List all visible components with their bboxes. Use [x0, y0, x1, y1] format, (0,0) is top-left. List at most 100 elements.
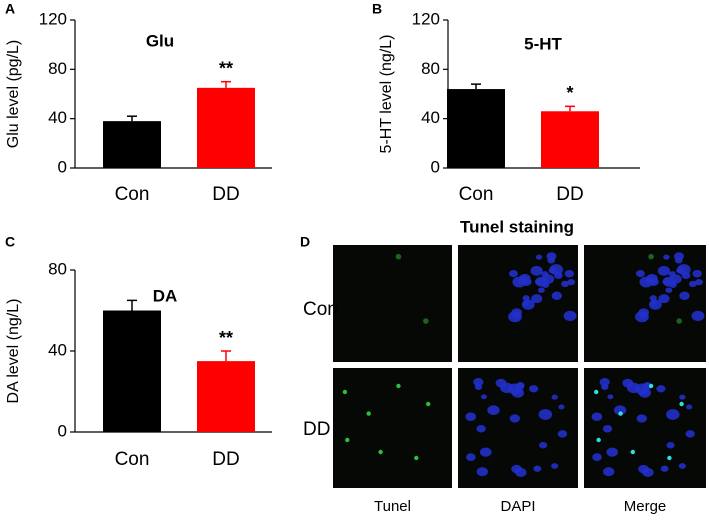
chart: C DA DA level (ng/L) 0 40 80 Con DD ** [5, 234, 272, 470]
bar [541, 111, 599, 168]
nucleus [606, 447, 619, 457]
nucleus [487, 405, 500, 416]
y-tick-label: 0 [58, 421, 67, 440]
nucleus [658, 294, 670, 304]
nucleus [530, 265, 543, 276]
nucleus [666, 441, 675, 449]
y-tick-label: 120 [412, 9, 440, 28]
bar [197, 87, 255, 168]
nucleus [480, 394, 487, 400]
chart: A Glu Glu level (pg/L) 0 40 80 120 Con DD ** [5, 1, 272, 205]
nucleus [601, 383, 609, 390]
nucleus [466, 453, 476, 461]
nucleus [479, 447, 492, 457]
nucleus [476, 467, 488, 477]
nucleus [547, 257, 556, 264]
nucleus [635, 270, 645, 278]
bar [447, 89, 505, 168]
nucleus [549, 264, 564, 276]
nucleus [642, 382, 652, 391]
nucleus [531, 294, 543, 304]
micrograph [584, 245, 706, 362]
tunel-dot [414, 455, 419, 461]
nucleus [564, 269, 575, 278]
tunel-dot [630, 449, 635, 455]
y-tick-label: 40 [421, 108, 440, 127]
x-tick-label: DD [212, 449, 239, 470]
nucleus [474, 383, 483, 390]
nucleus [511, 387, 525, 398]
nucleus [678, 463, 686, 469]
y-tick-label: 40 [48, 340, 67, 359]
nucleus [529, 385, 539, 393]
x-tick-label: DD [212, 184, 239, 205]
nucleus [607, 394, 614, 400]
micrograph [458, 245, 578, 362]
nucleus [602, 425, 613, 433]
tunel-dot [426, 401, 431, 407]
tunel-dot [618, 411, 623, 416]
nucleus [538, 409, 553, 420]
panel-letter: B [372, 1, 382, 17]
tunel-dot [596, 437, 601, 443]
tunel-dot [342, 389, 348, 395]
y-tick-label: 120 [39, 9, 67, 28]
nucleus [657, 265, 671, 276]
tunel-dot [345, 437, 350, 443]
nucleus [558, 404, 565, 410]
panel-letter: D [300, 234, 310, 250]
nucleus [613, 405, 627, 416]
tunel-dot [676, 318, 682, 324]
nucleus [691, 310, 705, 322]
nucleus [534, 278, 544, 285]
nucleus [646, 273, 658, 284]
nucleus [473, 378, 484, 387]
nucleus [509, 414, 520, 423]
nucleus [535, 254, 543, 260]
y-tick-label: 0 [58, 157, 67, 176]
nucleus [557, 430, 568, 438]
micrograph [333, 368, 452, 488]
panel-letter: A [5, 1, 15, 17]
column-label: Tunel [374, 498, 411, 515]
nucleus [679, 291, 690, 300]
chart-title: 5-HT [524, 34, 562, 53]
nucleus [692, 269, 702, 278]
nucleus [685, 430, 695, 438]
tunel-dot [648, 253, 654, 260]
tunel-dot [648, 383, 654, 389]
panel-d: D Tunel staining Con DD Tunel DAPI Merge [300, 217, 706, 515]
y-axis-label: Glu level (pg/L) [5, 40, 22, 149]
nucleus [695, 278, 703, 286]
micrograph [333, 245, 452, 362]
nucleus [512, 312, 521, 320]
nucleus [522, 295, 530, 301]
chart-title: Glu [146, 31, 174, 50]
nucleus [686, 404, 693, 410]
nucleus [509, 270, 518, 278]
x-tick-label: Con [115, 184, 150, 205]
nucleus [551, 463, 559, 469]
nucleus [599, 378, 610, 387]
y-tick-label: 80 [48, 259, 67, 278]
panel-letter: C [5, 234, 15, 250]
nucleus [665, 287, 673, 293]
chart: B 5-HT 5-HT level (ng/L) 0 40 80 120 Con DD * [372, 1, 640, 205]
nucleus [567, 278, 576, 286]
nucleus [603, 467, 615, 477]
x-tick-label: Con [459, 184, 494, 205]
nucleus [642, 467, 654, 478]
tunel-dot [395, 253, 402, 260]
panel-title: Tunel staining [460, 217, 574, 236]
nucleus [563, 310, 577, 322]
nucleus [519, 273, 531, 284]
nucleus [666, 409, 680, 420]
significance-label: ** [219, 328, 233, 348]
tunel-dot [396, 383, 401, 389]
row-label: DD [303, 419, 330, 440]
nucleus [551, 291, 563, 300]
tunel-dot [667, 455, 672, 461]
nucleus [688, 280, 697, 288]
nucleus [677, 264, 691, 276]
nucleus [679, 394, 686, 400]
